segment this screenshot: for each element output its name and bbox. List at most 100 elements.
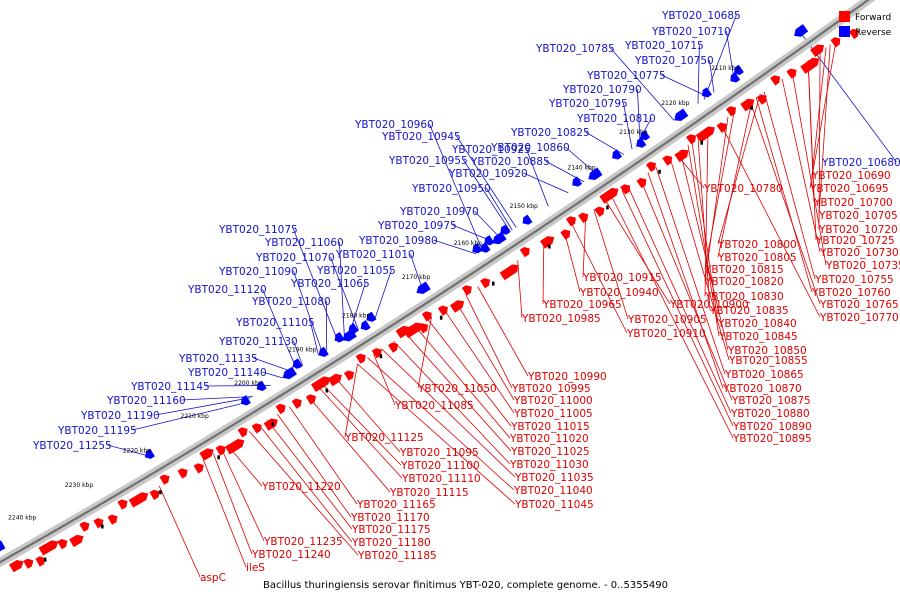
gene-label-ybt020-10700: YBT020_10700 bbox=[813, 197, 893, 209]
gene-label-ybt020-11080: YBT020_11080 bbox=[251, 296, 331, 308]
gene-label-ybt020-10920: YBT020_10920 bbox=[448, 168, 528, 180]
gene-label-ybt020-10705: YBT020_10705 bbox=[818, 210, 898, 222]
gene-label-ybt020-10845: YBT020_10845 bbox=[718, 331, 798, 343]
gene-label-ybt020-11255: YBT020_11255 bbox=[32, 440, 112, 452]
gene-label-ybt020-10790: YBT020_10790 bbox=[562, 84, 642, 96]
scale-tick bbox=[101, 524, 104, 529]
gene-label-ybt020-10955: YBT020_10955 bbox=[388, 155, 468, 167]
forward-gene-arrow bbox=[35, 556, 46, 567]
forward-gene-arrow bbox=[770, 75, 780, 86]
forward-gene-arrow bbox=[355, 353, 366, 364]
gene-label-ybt020-10960: YBT020_10960 bbox=[354, 119, 434, 131]
reverse-gene-arrow bbox=[492, 231, 507, 245]
leader-line bbox=[433, 239, 477, 255]
legend-label-reverse: Reverse bbox=[855, 28, 892, 38]
gene-label-ybt020-10965: YBT020_10965 bbox=[542, 299, 622, 311]
gene-label-ybt020-11035: YBT020_11035 bbox=[514, 472, 594, 484]
scale-tick bbox=[217, 455, 220, 460]
gene-label-ybt020-10860: YBT020_10860 bbox=[490, 142, 570, 154]
leader-line bbox=[647, 172, 724, 389]
forward-gene-arrow bbox=[594, 206, 605, 217]
gene-label-ybt020-10865: YBT020_10865 bbox=[724, 369, 804, 381]
leader-line bbox=[344, 363, 358, 438]
reverse-gene-arrow bbox=[318, 346, 329, 357]
gene-label-ybt020-10880: YBT020_10880 bbox=[730, 408, 810, 420]
gene-label-ybt020-11115: YBT020_11115 bbox=[389, 487, 469, 499]
leader-line bbox=[266, 420, 353, 530]
leader-line bbox=[339, 241, 345, 340]
leader-line bbox=[807, 60, 817, 241]
gene-label-ybt020-11055: YBT020_11055 bbox=[316, 265, 396, 277]
reverse-gene-arrow bbox=[572, 176, 583, 187]
leader-line bbox=[763, 91, 816, 280]
leader-line bbox=[697, 44, 700, 104]
forward-gene-arrow bbox=[418, 323, 429, 334]
leader-line bbox=[158, 485, 201, 578]
forward-gene-arrow bbox=[107, 514, 118, 525]
reverse-gene-arrow bbox=[240, 395, 251, 406]
reverse-gene-arrow bbox=[292, 358, 303, 369]
gene-label-ybt020-10815: YBT020_10815 bbox=[704, 264, 784, 276]
forward-gene-arrow bbox=[421, 311, 432, 322]
scale-label: 2180 kbp bbox=[342, 313, 370, 320]
leader-line bbox=[212, 453, 253, 555]
leader-line bbox=[818, 51, 821, 230]
forward-gene-arrow bbox=[620, 184, 631, 195]
forward-gene-arrow bbox=[716, 122, 727, 133]
leader-line bbox=[293, 340, 303, 366]
reverse-gene-arrow bbox=[144, 448, 155, 459]
gene-label-ybt020-10710: YBT020_10710 bbox=[651, 26, 731, 38]
leader-line bbox=[563, 229, 581, 293]
forward-gene-arrow bbox=[461, 285, 472, 296]
leader-line bbox=[374, 269, 392, 321]
leader-line bbox=[220, 448, 265, 542]
forward-gene-arrow bbox=[177, 468, 188, 479]
gene-label-ybt020-10875: YBT020_10875 bbox=[731, 395, 811, 407]
leader-line bbox=[809, 40, 837, 189]
gene-label-ybt020-10855: YBT020_10855 bbox=[728, 355, 808, 367]
forward-genes bbox=[9, 28, 859, 573]
gene-label-ybt020-11190: YBT020_11190 bbox=[80, 410, 160, 422]
leader-line bbox=[253, 357, 293, 373]
forward-gene-arrow bbox=[740, 98, 755, 112]
leader-line bbox=[565, 146, 597, 175]
reverse-gene-arrow bbox=[256, 380, 267, 391]
leader-line bbox=[639, 177, 733, 401]
forward-gene-arrow bbox=[117, 499, 128, 510]
leader-line bbox=[465, 294, 513, 389]
forward-gene-arrow bbox=[275, 403, 286, 415]
gene-label-ybt020-11025: YBT020_11025 bbox=[510, 446, 590, 458]
leader-line bbox=[526, 148, 549, 207]
gene-label-ybt020-11105: YBT020_11105 bbox=[235, 317, 315, 329]
reverse-gene-arrow bbox=[416, 281, 431, 294]
forward-gene-arrow bbox=[403, 322, 423, 339]
reverse-gene-arrow bbox=[522, 214, 533, 225]
gene-label-ybt020-10715: YBT020_10715 bbox=[624, 40, 704, 52]
leader-line bbox=[155, 397, 251, 416]
gene-label-ybt020-11100: YBT020_11100 bbox=[400, 460, 480, 472]
leader-line bbox=[811, 47, 827, 176]
forward-gene-arrow bbox=[674, 149, 689, 163]
leader-line bbox=[621, 189, 734, 427]
leader-line bbox=[517, 260, 523, 319]
forward-gene-arrow bbox=[251, 423, 262, 434]
reverse-gene-arrow bbox=[734, 64, 744, 75]
leader-line bbox=[655, 166, 726, 375]
reverse-gene-arrow bbox=[612, 149, 623, 160]
gene-label-ybt020-11065: YBT020_11065 bbox=[290, 278, 370, 290]
leader-line bbox=[405, 333, 512, 452]
leader-line bbox=[373, 353, 396, 406]
gene-label-ybt020-10680: YBT020_10680 bbox=[821, 157, 900, 169]
gene-label-ybt020-10830: YBT020_10830 bbox=[704, 291, 784, 303]
gene-label-ybt020-10735: YBT020_10735 bbox=[825, 260, 900, 272]
leader-line bbox=[704, 130, 709, 297]
leader-line bbox=[293, 270, 323, 354]
leader-line bbox=[410, 253, 423, 290]
gene-label-ybt020-10975: YBT020_10975 bbox=[377, 220, 457, 232]
gene-label-ybt020-10885: YBT020_10885 bbox=[470, 156, 550, 168]
forward-gene-arrow bbox=[786, 68, 797, 79]
forward-gene-arrow bbox=[830, 37, 841, 48]
forward-gene-arrow bbox=[686, 134, 696, 145]
gene-label-ybt020-11040: YBT020_11040 bbox=[513, 485, 593, 497]
leader-line bbox=[542, 242, 545, 305]
